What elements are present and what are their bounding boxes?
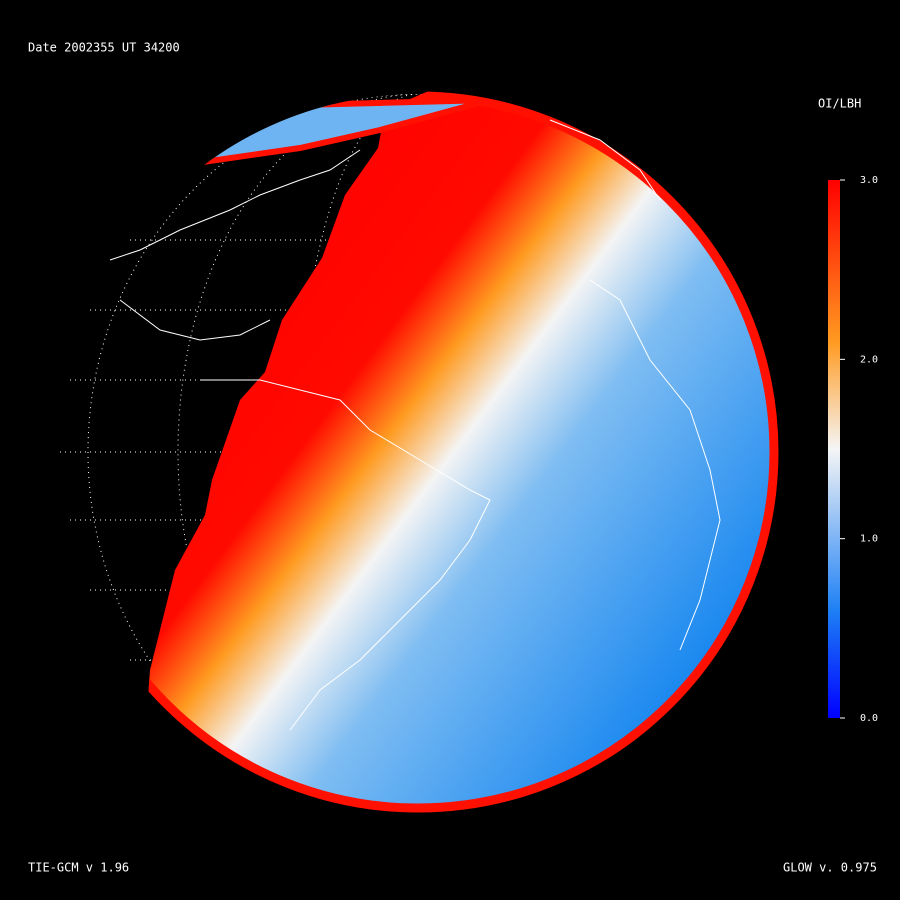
limb-glow	[100, 91, 779, 813]
colorbar	[828, 180, 840, 718]
footer-right: GLOW v. 0.975	[783, 861, 877, 875]
colorbar-tick-label: 1.0	[860, 534, 878, 545]
header-title: Date 2002355 UT 34200	[28, 41, 180, 55]
colorbar-tick-label: 0.0	[860, 713, 878, 724]
colorbar-tick-label: 3.0	[860, 175, 878, 186]
colorbar-tick-label: 2.0	[860, 354, 878, 365]
coastlines	[109, 119, 721, 731]
footer-left: TIE-GCM v 1.96	[28, 861, 129, 875]
colorbar-title: OI/LBH	[818, 97, 861, 111]
